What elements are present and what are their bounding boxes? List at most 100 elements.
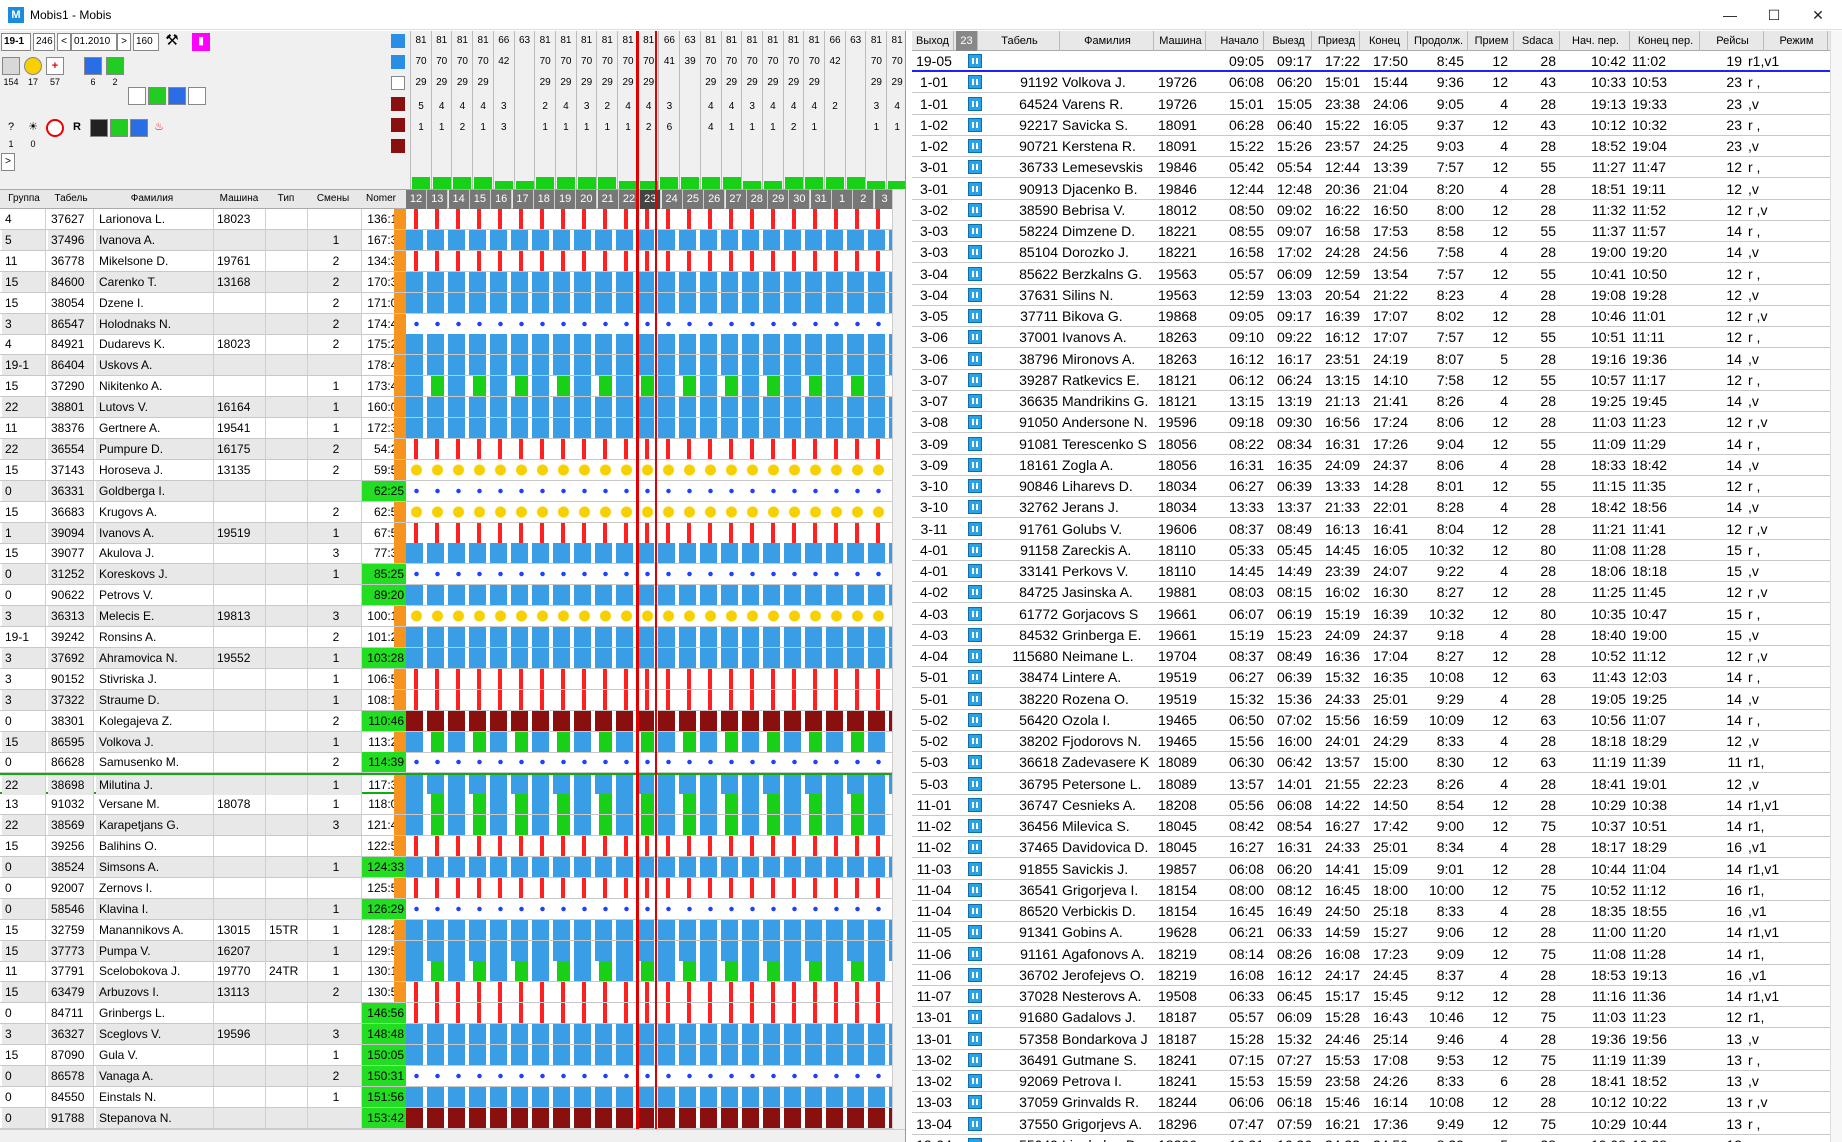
shift-status-icon[interactable] [968,521,982,536]
day-strip[interactable] [406,627,896,647]
close-button[interactable]: ✕ [1812,7,1824,23]
shift-status-icon[interactable] [968,925,982,940]
shift-row[interactable]: 11-02 36456 Milevica S. 18045 08:42 08:54 16:2… [912,816,1830,837]
schedule-row[interactable]: 3 86547 Holodnaks N. 2 174:44 [0,313,905,335]
day-strip[interactable] [406,438,896,459]
calendar-icon[interactable] [2,57,20,75]
shift-row[interactable]: 4-01 91158 Zareckis A. 18110 05:33 05:45 14:45… [912,540,1830,561]
schedule-row[interactable]: 4 37627 Larionova L. 18023 136:17 [0,209,905,230]
day-strip[interactable] [406,1024,896,1045]
col-start[interactable]: Начало [1216,31,1264,51]
day-header[interactable]: 1 [832,190,853,209]
shift-row[interactable]: 13-01 91680 Gadalovs J. 18187 05:57 06:09 15:2… [912,1007,1830,1029]
shift-row[interactable]: 3-02 38590 Bebrisa V. 18012 08:50 09:02 16:22 1… [912,200,1830,221]
shift-status-icon[interactable] [968,117,982,132]
col-name-r[interactable]: Фамилия [1062,31,1154,51]
schedule-row[interactable]: 0 86578 Vanaga A. 2 150:31 [0,1065,905,1087]
shift-status-icon[interactable] [968,75,982,90]
pin-icon[interactable] [84,57,102,75]
day-strip[interactable] [406,710,896,731]
schedule-row[interactable]: 15 37290 Nikitenko A. 1 173:49 [0,376,905,398]
shift-row[interactable]: 5-01 38220 Rozena O. 19519 15:32 15:36 24:33 25… [912,689,1830,710]
shift-row[interactable]: 1-01 64524 Varens R. 19726 15:01 15:05 23:38 24… [912,94,1830,115]
a-icon[interactable] [148,87,166,105]
shift-status-icon[interactable] [968,394,982,408]
shift-status-icon[interactable] [968,160,982,175]
day-header[interactable]: 30 [789,190,811,209]
shift-row[interactable]: 5-03 36618 Zadevasere K 18089 06:30 06:42 13:5… [912,752,1830,774]
day-strip[interactable] [406,731,896,752]
day-strip[interactable] [406,1065,896,1086]
col-duration[interactable]: Продолж. [1410,31,1468,51]
shift-status-icon[interactable] [968,436,982,451]
shift-row[interactable]: 4-01 33141 Perkovs V. 18110 14:45 14:49 23:39 2… [912,561,1830,582]
maximize-button[interactable]: ☐ [1767,7,1781,23]
day-strip[interactable] [406,250,896,271]
shift-status-icon[interactable] [968,351,982,366]
shift-status-icon[interactable] [968,224,982,238]
day-header[interactable]: 15 [469,190,491,209]
day-strip[interactable] [406,418,896,438]
shift-status-icon[interactable] [968,1095,982,1110]
day-strip[interactable] [406,689,896,710]
shift-row[interactable]: 3-04 37631 Silins N. 19563 12:59 13:03 20:54 21… [912,285,1830,306]
day-header[interactable]: 31 [810,190,832,209]
schedule-row[interactable]: 3 37692 Ahramovica N. 19552 1 103:28 [0,647,905,669]
shift-status-icon[interactable] [968,181,982,196]
schedule-row[interactable]: 0 86628 Samusenko M. 2 114:39 [0,752,905,774]
day-header[interactable]: 29 [768,190,790,209]
schedule-row[interactable]: 11 36778 Mikelsone D. 19761 2 134:30 [0,250,905,272]
schedule-row[interactable]: 15 87090 Gula V. 1 150:05 [0,1045,905,1066]
day-header[interactable]: 23 [640,190,662,209]
tools-icon[interactable]: ⚒ [165,32,179,49]
expand-button[interactable]: > [1,153,15,171]
limit-field[interactable]: 160 [133,33,159,51]
shift-row[interactable]: 4-03 61772 Gorjacovs S 19661 06:07 06:19 15:19… [912,604,1830,625]
shift-status-icon[interactable] [968,819,982,833]
shift-row[interactable]: 3-03 58224 Dimzene D. 18221 08:55 09:07 16:58 1… [912,221,1830,242]
shift-row[interactable]: 13-02 36491 Gutmane S. 18241 07:15 07:27 15:53… [912,1050,1830,1071]
shift-row[interactable]: 13-0455049Liepkalne D.1829616:2116:2624:… [912,1135,1830,1142]
schedule-row[interactable]: 22 36554 Pumpure D. 16175 2 54:22 [0,438,905,460]
shift-status-icon[interactable] [968,415,982,430]
day-header[interactable]: 26 [704,190,726,209]
day-strip[interactable] [406,459,896,480]
day-strip[interactable] [406,815,896,836]
d-icon[interactable] [110,119,128,137]
day-header[interactable]: 17 [512,190,534,209]
cross-icon[interactable]: + [46,57,64,75]
day-strip[interactable] [406,522,896,543]
day-strip[interactable] [406,961,896,982]
shift-row[interactable]: 13-04 37550 Grigorjevs A. 18296 07:47 07:59 16… [912,1114,1830,1135]
shift-status-icon[interactable] [968,670,982,685]
shift-row[interactable]: 1-01 91192 Volkova J. 19726 06:08 06:20 15:01 1… [912,72,1830,94]
schedule-row[interactable]: 0 58546 Klavina I. 1 126:29 [0,898,905,920]
gear-icon[interactable]: ☀ [28,121,38,133]
shift-row[interactable]: 5-03 36795 Petersone L. 18089 13:57 14:01 21:5… [912,774,1830,795]
schedule-row[interactable]: 5 37496 Ivanova A. 1 167:36 [0,229,905,251]
day-header[interactable]: 24 [661,190,683,209]
shift-status-icon[interactable] [968,904,982,918]
schedule-row[interactable]: 0 38524 Simsons A. 1 124:33 [0,856,905,878]
shift-status-icon[interactable] [968,202,982,217]
schedule-row[interactable]: 0 38301 Kolegajeva Z. 2 110:46 [0,710,905,732]
shift-row[interactable]: 3-08 91050 Andersone N. 19596 09:18 09:30 16:5… [912,412,1830,434]
shift-status-icon[interactable] [968,989,982,1003]
month-field[interactable]: 01.2010 [71,33,117,51]
day-strip[interactable] [406,355,896,376]
shift-row[interactable]: 3-01 90913 Djacenko B. 19846 12:44 12:48 20:36… [912,179,1830,200]
schedule-row[interactable]: 19-1 86404 Uskovs A. 178:42 [0,355,905,377]
shift-row[interactable]: 3-04 85622 Berzkalns G. 19563 05:57 06:09 12:5… [912,264,1830,285]
shift-status-icon[interactable] [968,500,982,515]
shift-row[interactable]: 4-04 115680 Neimane L. 19704 08:37 08:49 16:36… [912,646,1830,667]
shift-row[interactable]: 4-02 84725 Jasinska A. 19881 08:03 08:15 16:02… [912,582,1830,604]
shift-row[interactable]: 11-05 91341 Gobins A. 19628 06:21 06:33 14:59 1… [912,922,1830,944]
schedule-row[interactable]: 0 91788 Stepanova N. 153:42 [0,1107,905,1129]
schedule-row[interactable]: 0 84550 Einstals N. 1 151:56 [0,1086,905,1108]
col-break-end[interactable]: Конец пер. [1632,31,1700,51]
shift-status-icon[interactable] [968,330,982,345]
shift-row[interactable]: 5-02 38202 Fjodorovs N. 19465 15:56 16:00 24:0… [912,731,1830,752]
shift-list-scrollbar[interactable] [1830,31,1842,1142]
day-strip[interactable] [406,1045,896,1065]
col-name[interactable]: Фамилия [130,193,174,204]
